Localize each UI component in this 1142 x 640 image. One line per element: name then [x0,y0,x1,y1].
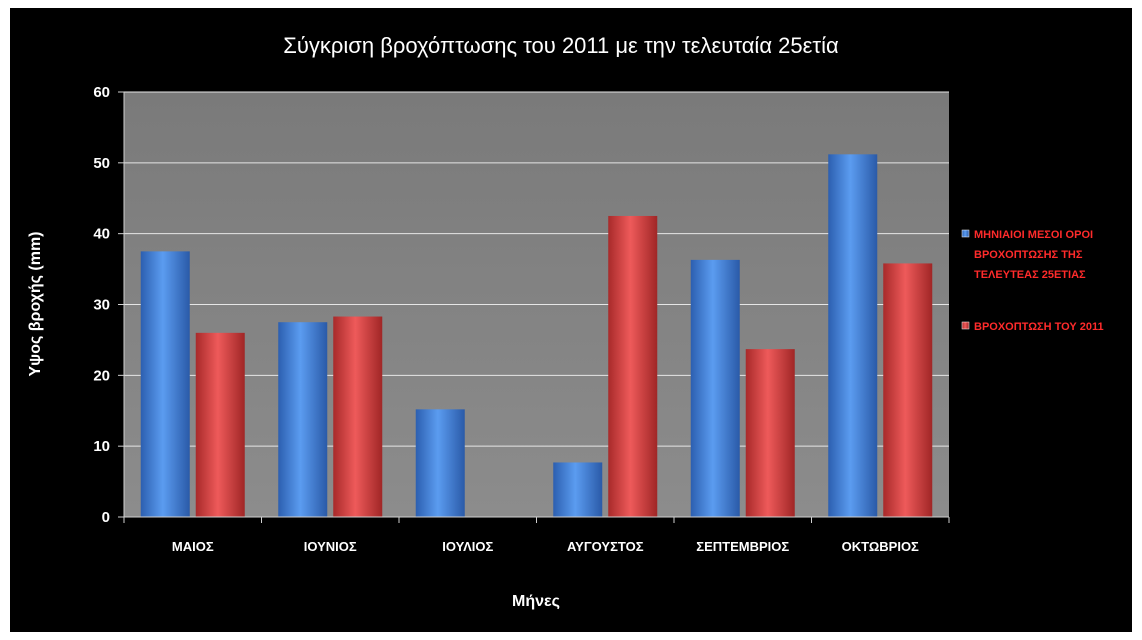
chart-svg: Σύγκριση βροχόπτωσης του 2011 με την τελ… [27,33,1104,610]
y-tick-label: 30 [93,297,110,314]
legend-label: ΤΕΛΕΥΤΕΑΣ 25ΕΤΙΑΣ [974,269,1086,281]
legend-label: ΒΡΟΧΟΠΤΩΣΗ ΤΟΥ 2011 [974,321,1104,333]
legend-item: ΜΗΝΙΑΙΟΙ ΜΕΣΟΙ ΟΡΟΙ ΒΡΟΧΟΠΤΩΣΗΣ ΤΗΣ ΤΕΛΕΥΤ… [961,229,1093,281]
bar-average [278,322,328,517]
bar-average [553,462,603,517]
legend-label: ΜΗΝΙΑΙΟΙ ΜΕΣΟΙ ΟΡΟΙ [974,229,1093,241]
legend-label: ΒΡΟΧΟΠΤΩΣΗΣ ΤΗΣ [974,249,1083,261]
legend-swatch [961,229,970,238]
y-tick-label: 0 [102,509,110,526]
x-axis-title: Μήνες [512,593,560,610]
y-tick-label: 50 [93,155,110,172]
chart-frame: Σύγκριση βροχόπτωσης του 2011 με την τελ… [10,8,1132,632]
bar-rainfall-2011 [745,349,795,517]
x-category-label: ΜΑΙΟΣ [172,539,214,554]
legend-swatch [961,321,970,330]
x-category-label: ΟΚΤΩΒΡΙΟΣ [842,539,919,554]
bar-average [140,251,190,517]
y-axis-ticks: 0 10 20 30 40 50 60 [93,84,124,526]
gridlines [124,91,949,447]
bars [140,154,933,518]
x-category-label: ΑΥΓΟΥΣΤΟΣ [567,539,644,554]
y-tick-label: 10 [93,438,110,455]
legend-item: ΒΡΟΧΟΠΤΩΣΗ ΤΟΥ 2011 [961,321,1104,333]
y-tick-label: 20 [93,367,110,384]
bar-rainfall-2011 [608,215,658,518]
chart-title: Σύγκριση βροχόπτωσης του 2011 με την τελ… [283,33,839,58]
x-axis-categories: ΜΑΙΟΣ ΙΟΥΝΙΟΣ ΙΟΥΛΙΟΣ ΑΥΓΟΥΣΤΟΣ ΣΕΠΤΕΜΒΡΙΟΣ Ο… [123,517,950,554]
y-axis-title: Υψος βροχής (mm) [27,232,44,377]
x-category-label: ΙΟΥΝΙΟΣ [304,539,357,554]
legend: ΜΗΝΙΑΙΟΙ ΜΕΣΟΙ ΟΡΟΙ ΒΡΟΧΟΠΤΩΣΗΣ ΤΗΣ ΤΕΛΕΥΤ… [961,229,1104,333]
x-category-label: ΣΕΠΤΕΜΒΡΙΟΣ [696,539,789,554]
y-tick-label: 60 [93,84,110,101]
x-category-label: ΙΟΥΛΙΟΣ [442,539,493,554]
bar-average [415,409,465,517]
bar-rainfall-2011 [333,316,383,517]
y-tick-label: 40 [93,226,110,243]
bar-rainfall-2011 [883,263,933,517]
bar-rainfall-2011 [195,332,245,517]
bar-average [690,259,740,517]
bar-average [828,154,878,518]
